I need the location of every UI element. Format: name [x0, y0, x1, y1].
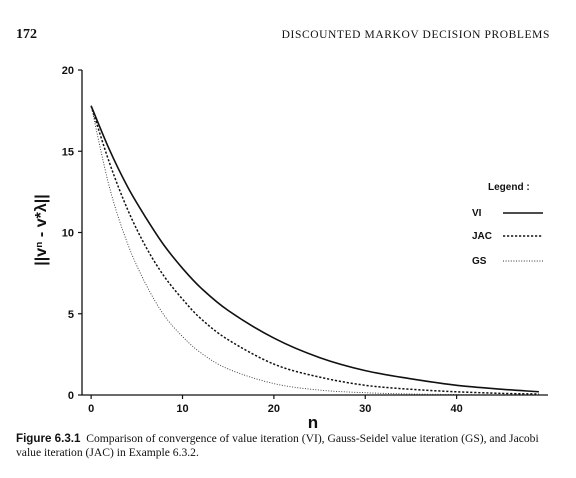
y-tick-label: 15	[62, 146, 74, 158]
y-axis-label-text: ||vⁿ - v*λ||	[33, 194, 50, 265]
running-head: DISCOUNTED MARKOV DECISION PROBLEMS	[281, 29, 550, 41]
x-tick-label: 0	[88, 403, 94, 415]
legend-label-gs: GS	[472, 256, 487, 267]
figure-caption-text: Comparison of convergence of value itera…	[16, 432, 539, 459]
y-axis-label-group: ||vⁿ - v*λ||	[33, 194, 50, 265]
series-line-gs	[90, 105, 539, 396]
y-tick-label: 20	[62, 65, 74, 77]
chart-ticks: 0 5 10 15 20 0 10 20 30 40	[62, 65, 463, 415]
figure-label: Figure 6.3.1	[16, 432, 81, 445]
x-tick-label: 20	[268, 403, 280, 415]
chart-series	[90, 105, 539, 396]
y-tick-label: 5	[68, 309, 74, 321]
x-tick-label: 40	[451, 403, 463, 415]
x-tick-label: 30	[359, 403, 371, 415]
series-line-vi	[90, 105, 539, 393]
legend-label-vi: VI	[472, 208, 482, 219]
page-number: 172	[16, 27, 37, 42]
y-tick-label: 0	[68, 390, 74, 402]
figure-caption: Figure 6.3.1 Comparison of convergence o…	[16, 432, 556, 460]
x-axis-label: n	[308, 413, 318, 432]
legend-title: Legend :	[488, 182, 530, 193]
x-tick-label: 10	[176, 403, 188, 415]
legend-label-jac: JAC	[472, 231, 492, 242]
y-axis-label: ||vⁿ - v*λ||	[33, 194, 50, 265]
chart-legend: Legend : VI JAC GS	[472, 182, 543, 267]
y-tick-label: 10	[62, 228, 74, 240]
series-line-jac	[90, 105, 539, 395]
